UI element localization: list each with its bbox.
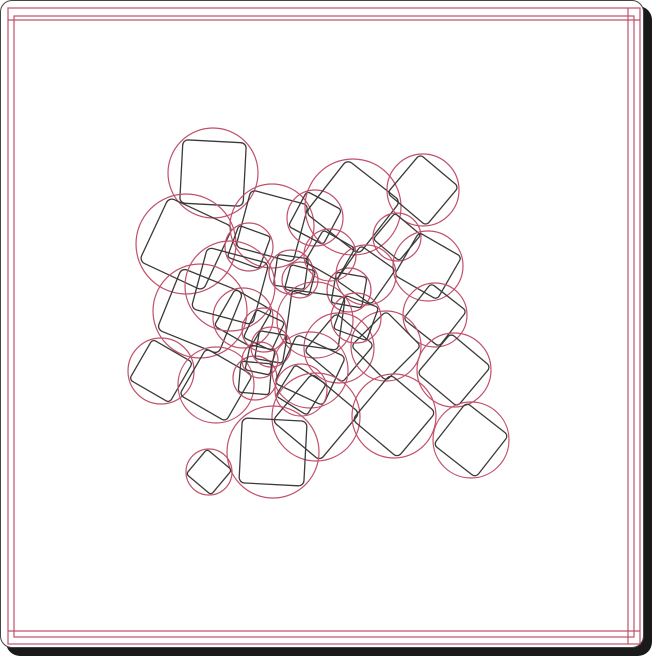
circle-19	[351, 311, 421, 381]
circle-21	[128, 338, 194, 404]
circle-8	[393, 231, 463, 301]
square-5	[305, 159, 400, 254]
square-8	[394, 232, 461, 299]
boundary-outer	[8, 8, 640, 644]
square-28	[352, 374, 435, 457]
circle-29	[433, 402, 509, 478]
circle-31	[186, 449, 232, 495]
boundary-lines	[8, 8, 640, 644]
square-29	[433, 402, 508, 477]
circle-12	[213, 288, 273, 348]
square-20	[417, 333, 490, 406]
circle-4	[287, 190, 343, 246]
circle-7	[373, 213, 421, 261]
shapes-group	[128, 128, 509, 498]
circle-13	[185, 241, 275, 331]
circle-27	[272, 373, 360, 461]
square-21	[129, 339, 193, 403]
circle-20	[417, 333, 491, 407]
circle-5	[305, 159, 401, 255]
circle-28	[352, 374, 436, 458]
square-1	[180, 140, 247, 207]
square-27	[272, 373, 359, 460]
square-13	[191, 247, 269, 325]
